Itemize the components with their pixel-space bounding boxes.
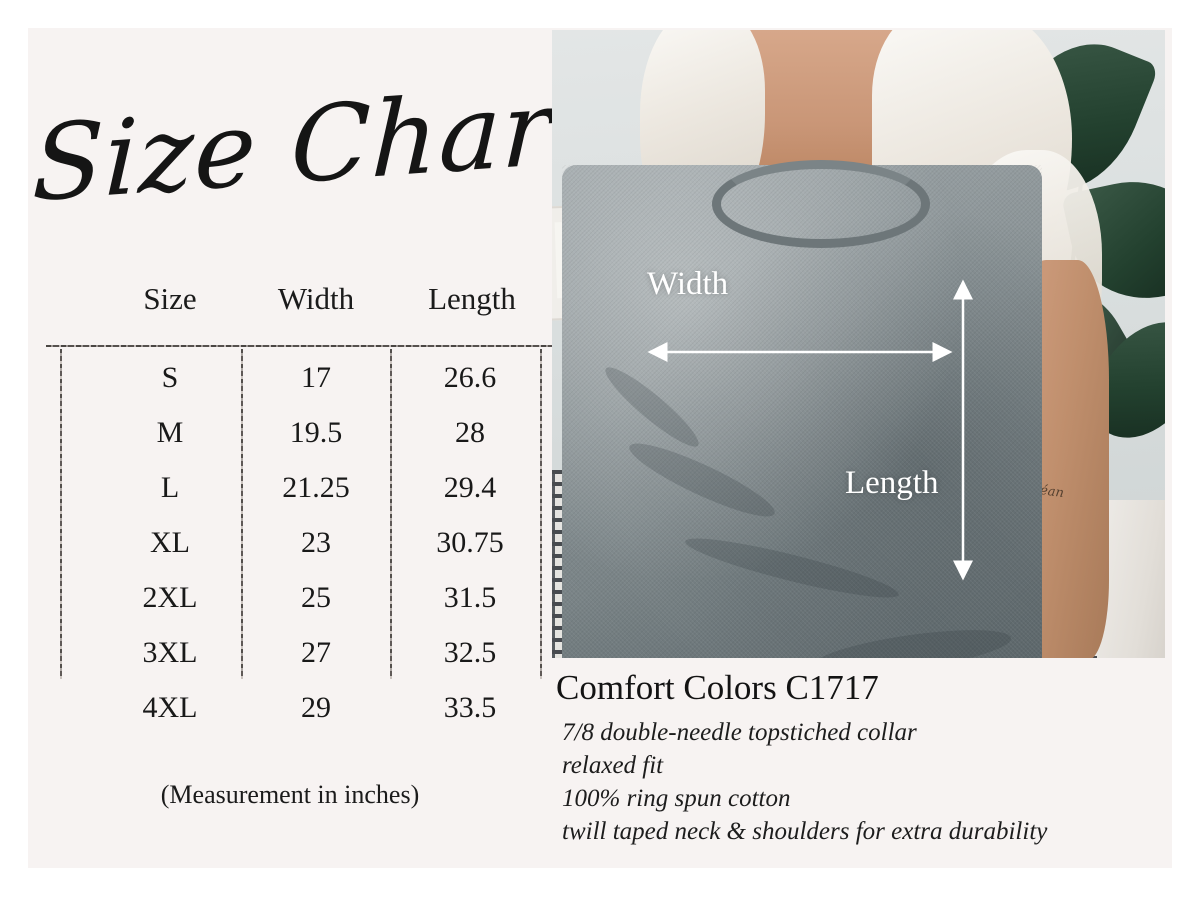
cell-width: 27 bbox=[301, 636, 331, 669]
cell-length: 31.5 bbox=[443, 581, 497, 614]
product-feature: 100% ring spun cotton bbox=[562, 785, 791, 812]
photo-tshirt-collar bbox=[712, 160, 930, 248]
table-row: L 21.25 29.4 bbox=[28, 461, 552, 515]
size-chart-panel: Size Chart Size Width Length S 17 26.6 bbox=[28, 28, 1172, 868]
table-vertical-divider-2 bbox=[390, 349, 392, 679]
measurement-overlay bbox=[647, 279, 973, 581]
size-chart-left-column: Size Chart Size Width Length S 17 26.6 bbox=[28, 28, 598, 868]
table-row: 3XL 27 32.5 bbox=[28, 626, 552, 680]
cell-width: 25 bbox=[301, 581, 331, 614]
page-title: Size Chart bbox=[30, 63, 598, 226]
product-feature: twill taped neck & shoulders for extra d… bbox=[562, 818, 1048, 845]
product-description-list: 7/8 double-needle topstiched collar rela… bbox=[562, 716, 1172, 848]
cell-size: M bbox=[156, 416, 184, 449]
cell-size: 2XL bbox=[142, 581, 198, 614]
cell-size: 4XL bbox=[142, 691, 198, 724]
product-feature: 7/8 double-needle topstiched collar bbox=[562, 719, 917, 746]
cell-width: 23 bbox=[301, 526, 331, 559]
table-header-row: Size Width Length bbox=[28, 273, 552, 325]
column-header-width: Width bbox=[277, 281, 355, 316]
table-row: S 17 26.6 bbox=[28, 351, 552, 405]
cell-width: 17 bbox=[301, 361, 331, 394]
product-feature: relaxed fit bbox=[562, 752, 664, 779]
cell-length: 32.5 bbox=[443, 636, 497, 669]
cell-size: 3XL bbox=[142, 636, 198, 669]
cell-size: L bbox=[160, 471, 180, 504]
cell-length: 28 bbox=[455, 416, 485, 449]
cell-size: XL bbox=[150, 526, 190, 559]
column-header-length: Length bbox=[428, 281, 516, 316]
cell-size: S bbox=[161, 361, 179, 394]
table-row: 2XL 25 31.5 bbox=[28, 571, 552, 625]
cell-length: 26.6 bbox=[443, 361, 497, 394]
cell-length: 33.5 bbox=[443, 691, 497, 724]
cell-width: 21.25 bbox=[282, 471, 350, 504]
cell-length: 30.75 bbox=[436, 526, 504, 559]
table-vertical-divider-left bbox=[60, 349, 62, 679]
size-chart-right-column: Océan bbox=[552, 28, 1172, 868]
cell-length: 29.4 bbox=[443, 471, 497, 504]
size-table: Size Width Length S 17 26.6 M 19.5 28 bbox=[28, 273, 564, 724]
table-vertical-divider-1 bbox=[241, 349, 243, 679]
table-row: M 19.5 28 bbox=[28, 406, 552, 460]
table-row: XL 23 30.75 bbox=[28, 516, 552, 570]
product-photo: Océan bbox=[552, 30, 1165, 658]
column-header-size: Size bbox=[143, 281, 197, 316]
width-measure-label: Width bbox=[647, 266, 729, 302]
table-vertical-divider-right bbox=[540, 349, 542, 679]
product-title: Comfort Colors C1717 bbox=[556, 668, 879, 707]
length-measure-label: Length bbox=[845, 465, 939, 501]
cell-width: 19.5 bbox=[289, 416, 343, 449]
table-header-divider bbox=[46, 345, 564, 347]
table-row: 4XL 29 33.5 bbox=[28, 681, 552, 735]
measurement-note: (Measurement in inches) bbox=[160, 780, 420, 809]
cell-width: 29 bbox=[301, 691, 331, 724]
